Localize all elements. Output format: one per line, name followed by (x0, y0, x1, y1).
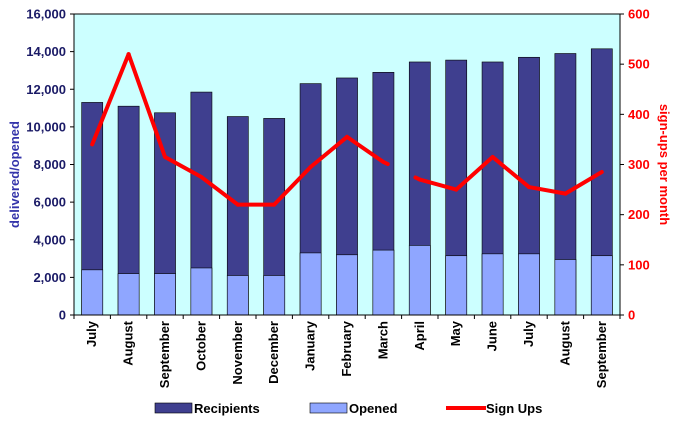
y2-tick-label: 600 (628, 7, 650, 22)
y-tick-label: 16,000 (26, 7, 66, 22)
x-tick-label: April (412, 321, 427, 351)
y-tick-label: 12,000 (26, 82, 66, 97)
sign-ups-segment (381, 159, 390, 167)
x-tick-label: August (121, 320, 136, 365)
ticks-layer: 0 2,000 4,000 6,000 8,000 10,000 12,000 14,000 1… (26, 7, 649, 389)
sign-ups-segment (90, 52, 131, 147)
bar-opened (226, 275, 249, 316)
x-tick-label: October (193, 321, 208, 371)
legend-swatch-opened (309, 402, 348, 414)
sign-ups-line-layer (90, 52, 604, 207)
sign-ups-segment (454, 154, 495, 192)
sign-ups-segment (126, 52, 167, 159)
x-tick-label: September (594, 321, 609, 388)
bar-opened (518, 253, 540, 316)
bar-opened (408, 245, 431, 316)
sign-ups-segment (272, 165, 313, 207)
y-tick-label: 8,000 (33, 157, 66, 172)
sign-ups-segment (163, 154, 204, 180)
y-tick-label: 14,000 (26, 44, 66, 59)
sign-ups-segment (417, 177, 459, 192)
bar-opened (81, 269, 104, 316)
x-tick-label: January (303, 320, 318, 371)
x-tick-label: March (375, 321, 390, 359)
bar-opened (554, 259, 577, 316)
y2-tick-label: 500 (628, 57, 650, 72)
sign-ups-segment (563, 170, 604, 196)
bar-opened (336, 254, 358, 316)
bar-opened (117, 273, 140, 316)
x-tick-label: July (521, 320, 536, 347)
y2-axis-title: sign-ups per month (657, 104, 672, 225)
sign-ups-segment (345, 134, 386, 164)
legend: Recipients Opened Sign Ups (154, 401, 542, 416)
bar-opened (299, 252, 322, 316)
y-axis-title: delivered/opened (7, 121, 22, 228)
y2-tick-label: 0 (628, 308, 635, 323)
legend-label-sign-ups: Sign Ups (486, 401, 542, 416)
axes-layer (70, 13, 624, 319)
x-tick-label: May (448, 320, 463, 346)
legend-label-opened: Opened (349, 401, 397, 416)
sign-ups-segment (308, 134, 349, 170)
bar-opened (445, 255, 468, 316)
y2-tick-label: 400 (628, 107, 650, 122)
y2-tick-label: 100 (628, 257, 650, 272)
legend-label-recipients: Recipients (194, 401, 260, 416)
y-tick-label: 0 (59, 308, 66, 323)
bar-opened (372, 249, 395, 316)
y-tick-label: 4,000 (33, 232, 66, 247)
sign-ups-segment (490, 154, 531, 190)
x-tick-label: September (157, 321, 172, 388)
x-tick-label: June (485, 321, 500, 351)
sign-ups-segment (413, 175, 422, 182)
bar-opened (481, 253, 504, 316)
y2-tick-label: 200 (628, 207, 650, 222)
x-tick-label: July (84, 320, 99, 347)
bars-layer (81, 48, 613, 316)
bar-opened (263, 275, 286, 316)
x-tick-label: November (230, 321, 245, 385)
x-tick-label: August (557, 320, 572, 365)
sign-ups-segment (527, 185, 568, 196)
bar-opened (154, 273, 176, 316)
y-tick-label: 2,000 (33, 270, 66, 285)
bar-opened (190, 267, 213, 316)
legend-swatch-recipients (154, 402, 193, 414)
x-tick-label: February (339, 320, 354, 376)
y-tick-label: 6,000 (33, 195, 66, 210)
y-tick-label: 10,000 (26, 119, 66, 134)
x-tick-label: December (266, 321, 281, 384)
y2-tick-label: 300 (628, 157, 650, 172)
sign-ups-segment (199, 175, 240, 207)
bar-opened (590, 255, 613, 316)
